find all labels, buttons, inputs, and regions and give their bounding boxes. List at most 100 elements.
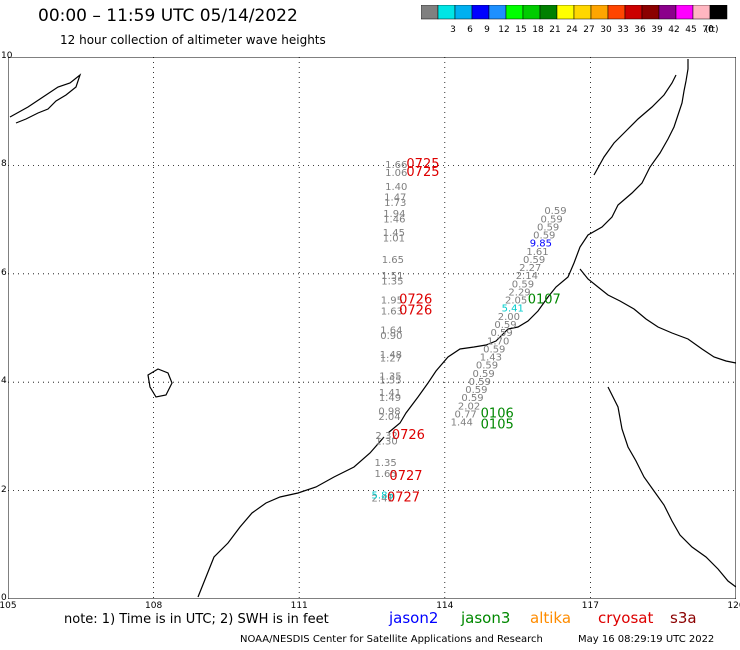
- swh-value: 0.59: [540, 214, 562, 225]
- swh-value: 0.90: [380, 331, 402, 342]
- scale-swatch: [421, 5, 439, 20]
- swh-value: 1.49: [379, 393, 401, 404]
- legend-jason2: jason2: [389, 609, 439, 627]
- scale-unit: (ft): [705, 25, 719, 35]
- lat-tick-label: 10: [1, 51, 13, 61]
- lat-tick-label: 4: [1, 376, 7, 387]
- scale-swatch: [522, 5, 541, 20]
- swh-value: 1.43: [480, 353, 502, 364]
- swh-value: 0.59: [490, 328, 512, 339]
- lon-tick-label: 105: [0, 601, 17, 611]
- swh-value: 2.00: [498, 312, 520, 323]
- coast-vietnam: [9, 73, 82, 124]
- scale-tick-label: 18: [532, 25, 544, 35]
- swh-value: 1.70: [487, 336, 509, 347]
- swh-value: 1.01: [383, 233, 405, 244]
- swh-value: 0.59: [523, 255, 545, 266]
- swh-value: 0.59: [461, 393, 483, 404]
- coast-sumatra: [197, 436, 385, 598]
- pass-time-label: 0726: [392, 428, 425, 443]
- pass-time-label: 0727: [389, 469, 422, 484]
- scale-swatch: [556, 5, 575, 20]
- scale-swatch: [675, 5, 694, 20]
- swh-value: 1.35: [374, 458, 396, 469]
- scale-tick-label: 33: [617, 25, 628, 35]
- coast-borneo-south: [607, 386, 736, 588]
- note-text: note: 1) Time is in UTC; 2) SWH is in fe…: [64, 612, 329, 627]
- scale-swatch: [607, 5, 626, 20]
- swh-value: 1.63: [381, 306, 403, 317]
- swh-value: 0.59: [533, 231, 555, 242]
- coast-borneo-east: [579, 268, 736, 364]
- swh-value: 1.64: [380, 325, 402, 336]
- scale-swatch: [488, 5, 507, 20]
- lon-tick-label: 117: [581, 601, 599, 611]
- swh-value: 2.14: [516, 271, 538, 282]
- swh-value: 1.61: [526, 247, 548, 258]
- swh-value: 0.98: [378, 407, 400, 418]
- swh-value: 0.59: [537, 222, 559, 233]
- swh-value: 1.27: [380, 354, 402, 365]
- swh-value: 1.41: [379, 388, 401, 399]
- scale-swatch: [471, 5, 490, 20]
- scale-tick-label: 24: [566, 25, 578, 35]
- swh-value: 1.40: [385, 182, 407, 193]
- legend-jason3: jason3: [461, 609, 511, 627]
- swh-value: 0.59: [544, 206, 566, 217]
- scale-tick-label: 45: [685, 25, 696, 35]
- swh-value: 1.51: [381, 271, 403, 282]
- scale-swatch: [437, 5, 456, 20]
- scale-swatch: [573, 5, 592, 20]
- map-title: 00:00 – 11:59 UTC 05/14/2022: [38, 6, 298, 26]
- pass-time-label: 0726: [399, 293, 432, 308]
- swh-value: 1.65: [374, 469, 396, 480]
- swh-value: 1.73: [384, 198, 406, 209]
- lat-tick-label: 8: [1, 159, 7, 170]
- swh-value: 1.95: [381, 296, 403, 307]
- scale-swatch: [641, 5, 660, 20]
- lon-tick-label: 114: [436, 601, 454, 611]
- lon-tick-label: 111: [290, 601, 308, 611]
- swh-value: 2.29: [508, 287, 530, 298]
- swh-value: 1.44: [451, 418, 473, 429]
- pass-time-label: 0727: [387, 490, 420, 505]
- lat-tick-label: 6: [1, 267, 7, 278]
- lon-tick-label: 108: [145, 601, 163, 611]
- scale-tick-label: 42: [668, 25, 679, 35]
- swh-value: 1.94: [383, 209, 405, 220]
- pass-time-label: 0106: [481, 406, 514, 421]
- pass-time-label: 0726: [399, 303, 432, 318]
- swh-value: 2.32: [375, 431, 397, 442]
- footer-credit: NOAA/NESDIS Center for Satellite Applica…: [240, 634, 543, 645]
- pass-time-label: 0107: [528, 293, 561, 308]
- swh-value: 1.47: [384, 193, 406, 204]
- scale-tick-label: 9: [484, 25, 490, 35]
- scale-tick-label: 36: [634, 25, 646, 35]
- swh-value: 0.59: [465, 385, 487, 396]
- map-subtitle: 12 hour collection of altimeter wave hei…: [60, 33, 326, 47]
- scale-tick-label: 27: [583, 25, 594, 35]
- swh-value: 1.35: [379, 371, 401, 382]
- swh-value: 0.59: [472, 369, 494, 380]
- swh-value: 2.02: [458, 401, 480, 412]
- scale-tick-label: 21: [549, 25, 560, 35]
- swh-value: 1.55: [379, 375, 401, 386]
- swh-value: 5.41: [502, 304, 524, 315]
- lat-tick-label: 0: [1, 593, 7, 603]
- island-natuna: [147, 368, 173, 398]
- legend-cryosat: cryosat: [598, 609, 654, 627]
- scale-swatch: [692, 5, 711, 20]
- swh-value: 9.85: [530, 239, 552, 250]
- swh-value: 0.59: [469, 377, 491, 388]
- swh-value: 1.66: [385, 160, 407, 171]
- swh-value: 1.65: [382, 255, 404, 266]
- scale-swatch: [590, 5, 609, 20]
- swh-value: 2.05: [505, 296, 527, 307]
- swh-value: 0.59: [476, 361, 498, 372]
- coast-borneo-west: [387, 59, 689, 434]
- swh-value: 0.77: [455, 409, 477, 420]
- scale-tick-label: 3: [450, 25, 456, 35]
- swh-value: 0.59: [494, 320, 516, 331]
- scale-tick-label: 6: [467, 25, 473, 35]
- scale-tick-label: 70: [702, 25, 714, 35]
